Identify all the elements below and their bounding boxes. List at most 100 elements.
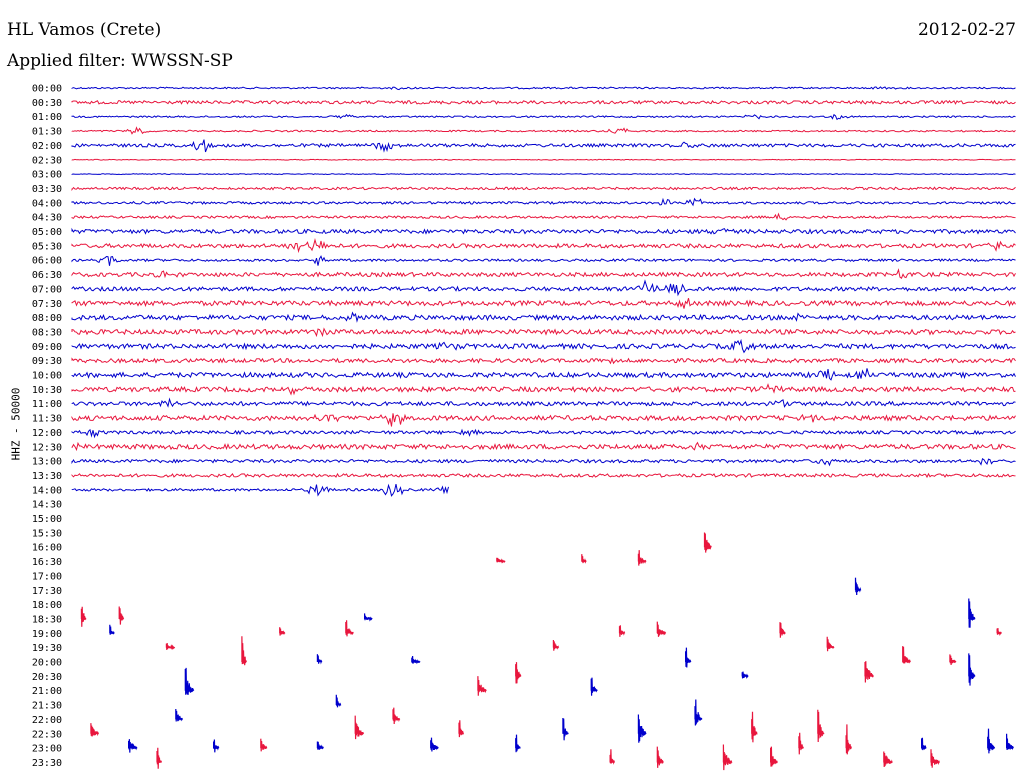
time-label-0630: 06:30 xyxy=(32,270,62,281)
time-label-1830: 18:30 xyxy=(32,614,62,625)
signal-burst xyxy=(335,694,342,708)
trace-0700 xyxy=(71,279,1016,297)
trace-1000 xyxy=(71,368,1016,381)
trace-1200 xyxy=(71,428,1016,439)
trace-1400 xyxy=(71,483,449,497)
signal-burst xyxy=(80,606,87,627)
trace-1330 xyxy=(71,472,1016,479)
time-label-0430: 04:30 xyxy=(32,213,62,224)
signal-burst xyxy=(316,741,324,750)
trace-0030 xyxy=(71,99,1016,105)
time-label-1900: 19:00 xyxy=(32,629,62,640)
signal-burst xyxy=(864,661,874,683)
trace-0530 xyxy=(71,237,1016,254)
trace-0230 xyxy=(71,158,1016,161)
signal-burst xyxy=(817,709,825,743)
seismic-traces xyxy=(71,86,1016,497)
time-label-1800: 18:00 xyxy=(32,600,62,611)
signal-burst xyxy=(279,627,286,636)
signal-burst xyxy=(656,621,667,637)
signal-burst xyxy=(921,737,927,751)
trace-0900 xyxy=(71,338,1016,354)
signal-burst xyxy=(552,639,560,651)
time-label-0200: 02:00 xyxy=(32,141,62,152)
time-label-1430: 14:30 xyxy=(32,500,62,511)
time-label-0530: 05:30 xyxy=(32,241,62,252)
signal-burst xyxy=(741,671,749,680)
trace-0400 xyxy=(71,197,1016,207)
time-label-0300: 03:00 xyxy=(32,170,62,181)
time-label-2300: 23:00 xyxy=(32,744,62,755)
trace-1130 xyxy=(71,413,1016,427)
signal-burst xyxy=(354,715,365,740)
signal-burst xyxy=(411,655,421,665)
trace-0730 xyxy=(71,298,1016,309)
seismic-bursts xyxy=(80,532,1014,771)
signal-burst xyxy=(90,723,100,737)
signal-burst xyxy=(722,744,733,771)
signal-burst xyxy=(968,653,976,686)
time-label-1330: 13:30 xyxy=(32,471,62,482)
time-label-1700: 17:00 xyxy=(32,571,62,582)
signal-burst xyxy=(430,737,439,752)
signal-burst xyxy=(609,749,616,765)
signal-burst xyxy=(184,667,195,695)
signal-burst xyxy=(703,532,712,553)
signal-burst xyxy=(826,636,835,652)
time-label-0000: 00:00 xyxy=(32,84,62,95)
time-label-0800: 08:00 xyxy=(32,313,62,324)
time-label-0900: 09:00 xyxy=(32,342,62,353)
signal-burst xyxy=(496,557,506,564)
trace-0200 xyxy=(71,139,1016,153)
time-label-0230: 02:30 xyxy=(32,155,62,166)
time-label-0330: 03:30 xyxy=(32,184,62,195)
signal-burst xyxy=(109,624,115,635)
time-label-0500: 05:00 xyxy=(32,227,62,238)
signal-burst xyxy=(798,732,804,755)
signal-burst xyxy=(996,628,1002,637)
signal-burst xyxy=(618,625,626,637)
date-label: 2012-02-27 xyxy=(917,20,1016,40)
signal-burst xyxy=(156,747,162,769)
time-label-1630: 16:30 xyxy=(32,557,62,568)
trace-1230 xyxy=(71,441,1016,452)
signal-burst xyxy=(260,738,268,752)
signal-burst xyxy=(694,699,703,726)
signal-burst xyxy=(987,728,996,754)
signal-burst xyxy=(562,717,569,741)
time-label-1100: 11:00 xyxy=(32,399,62,410)
trace-0600 xyxy=(71,255,1016,266)
time-label-0130: 01:30 xyxy=(32,127,62,138)
trace-1100 xyxy=(71,397,1016,408)
signal-burst xyxy=(637,550,647,566)
time-label-1030: 10:30 xyxy=(32,385,62,396)
time-label-1400: 14:00 xyxy=(32,485,62,496)
signal-burst xyxy=(751,711,758,743)
time-label-0030: 00:30 xyxy=(32,98,62,109)
signal-burst xyxy=(845,724,852,755)
time-label-0100: 01:00 xyxy=(32,112,62,123)
time-label-0730: 07:30 xyxy=(32,299,62,310)
time-label-1300: 13:00 xyxy=(32,457,62,468)
signal-burst xyxy=(968,598,976,628)
trace-0800 xyxy=(71,311,1016,323)
signal-burst xyxy=(364,613,373,622)
signal-burst xyxy=(930,749,940,768)
time-label-2030: 20:30 xyxy=(32,672,62,683)
time-label-2230: 22:30 xyxy=(32,729,62,740)
time-label-2130: 21:30 xyxy=(32,701,62,712)
signal-burst xyxy=(165,643,176,651)
signal-burst xyxy=(656,746,664,768)
signal-burst xyxy=(128,739,138,753)
time-label-0600: 06:00 xyxy=(32,256,62,267)
signal-burst xyxy=(949,654,957,666)
trace-0300 xyxy=(71,173,1016,176)
time-label-1530: 15:30 xyxy=(32,528,62,539)
time-label-0930: 09:30 xyxy=(32,356,62,367)
trace-1300 xyxy=(71,458,1016,467)
signal-burst xyxy=(854,577,862,596)
trace-0330 xyxy=(71,186,1016,191)
time-label-0830: 08:30 xyxy=(32,327,62,338)
signal-burst xyxy=(213,739,220,753)
